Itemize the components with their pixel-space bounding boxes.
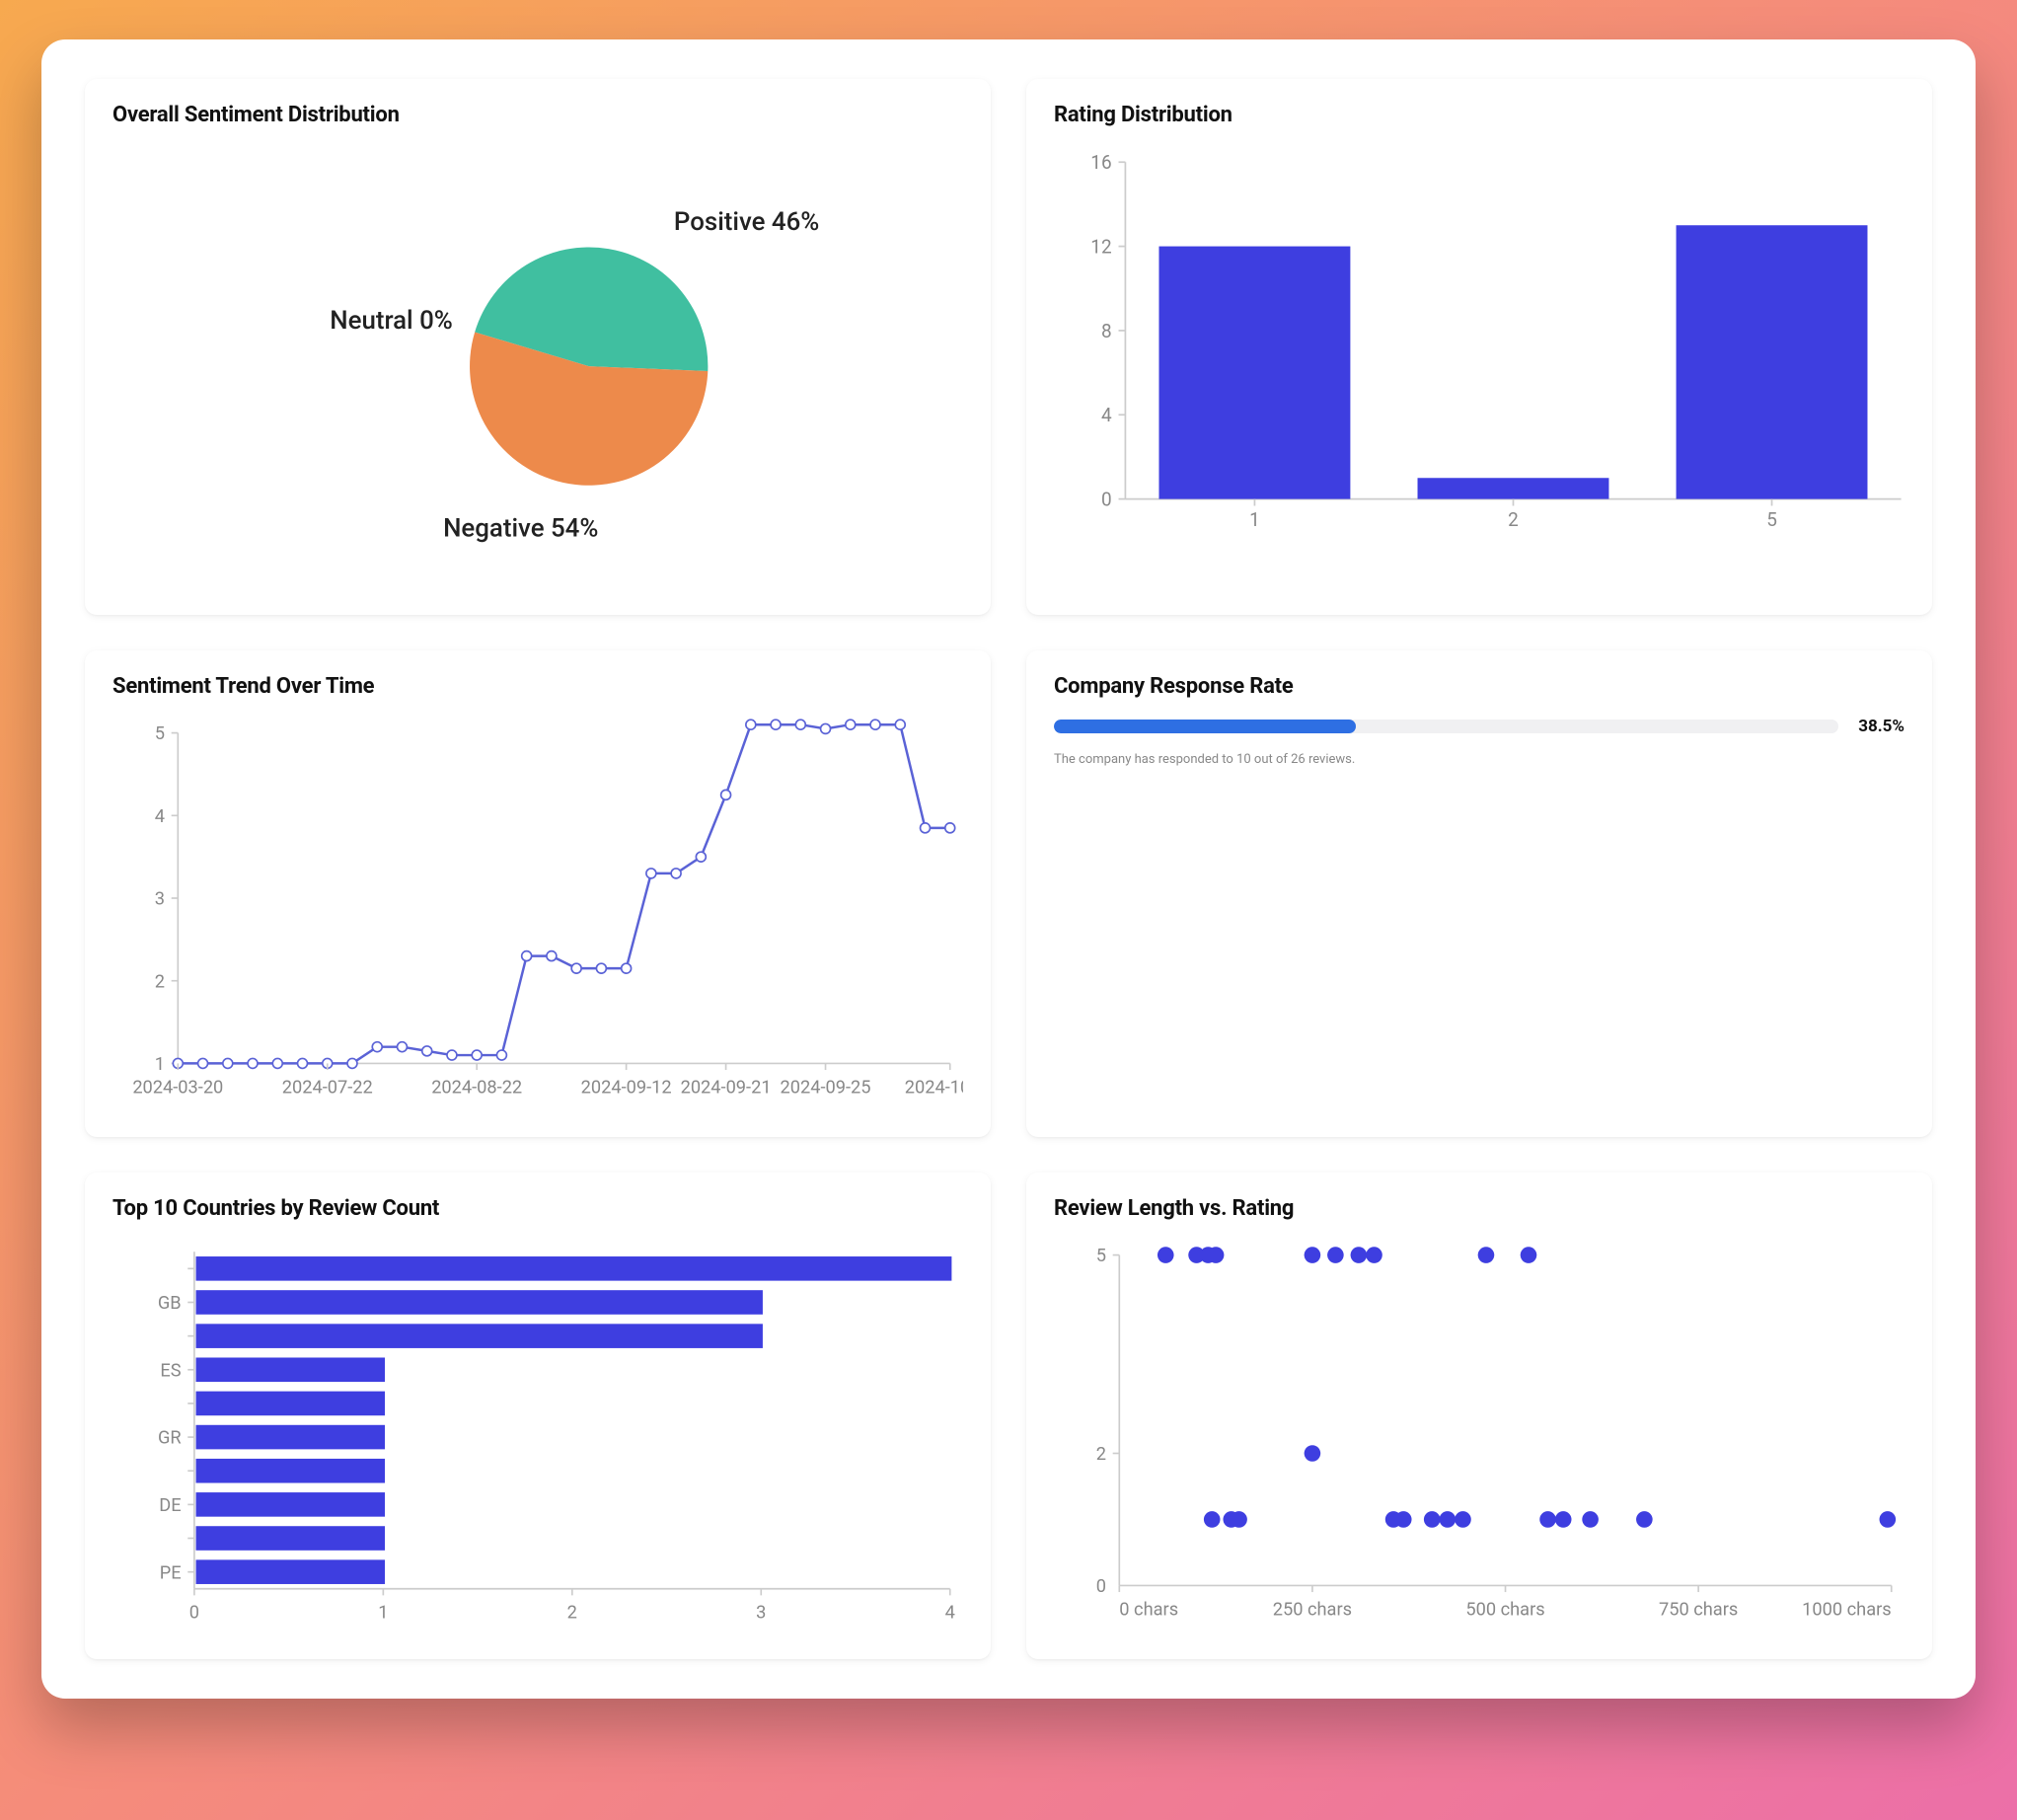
svg-text:250 chars: 250 chars xyxy=(1273,1599,1352,1620)
svg-text:750 chars: 750 chars xyxy=(1659,1599,1738,1620)
svg-text:0: 0 xyxy=(189,1603,199,1624)
dashboard-container: Overall Sentiment Distribution Positive … xyxy=(41,39,1976,1699)
svg-text:2024-07-22: 2024-07-22 xyxy=(282,1078,373,1099)
progress-row: 38.5% xyxy=(1054,717,1905,736)
card-title: Company Response Rate xyxy=(1054,674,1905,699)
svg-text:2024-10-10: 2024-10-10 xyxy=(905,1078,963,1099)
card-length-vs-rating: Review Length vs. Rating 2500 chars250 c… xyxy=(1026,1173,1932,1659)
svg-text:0: 0 xyxy=(1101,488,1112,510)
card-sentiment-distribution: Overall Sentiment Distribution Positive … xyxy=(85,79,991,615)
sentiment-line-chart: 1 2 3 4 5 2024-03-20 2024-07-22 2024-08-22 2024-… xyxy=(112,717,963,1109)
card-top-countries: Top 10 Countries by Review Count 0 1 2 3 4 GB… xyxy=(85,1173,991,1659)
progress-percent-label: 38.5% xyxy=(1858,717,1905,736)
card-title: Review Length vs. Rating xyxy=(1054,1196,1905,1221)
svg-text:8: 8 xyxy=(1101,320,1112,342)
svg-text:2024-09-12: 2024-09-12 xyxy=(581,1078,672,1099)
svg-text:3: 3 xyxy=(155,889,165,910)
svg-text:4: 4 xyxy=(155,806,165,827)
svg-text:0: 0 xyxy=(1096,1576,1106,1597)
countries-hbar-chart: 0 1 2 3 4 GB ES GR DE PE xyxy=(112,1239,963,1631)
svg-text:Positive 46%: Positive 46% xyxy=(674,207,819,237)
svg-text:GR: GR xyxy=(158,1428,182,1449)
rating-bar-chart: 0481216125 xyxy=(1054,145,1905,537)
svg-text:5: 5 xyxy=(155,723,165,744)
card-rating-distribution: Rating Distribution 0481216125 xyxy=(1026,79,1932,615)
svg-text:PE: PE xyxy=(160,1562,182,1583)
card-title: Sentiment Trend Over Time xyxy=(112,674,963,699)
card-title: Overall Sentiment Distribution xyxy=(112,103,963,127)
response-subtext: The company has responded to 10 out of 2… xyxy=(1054,752,1905,767)
svg-text:Negative 54%: Negative 54% xyxy=(443,514,598,544)
card-response-rate: Company Response Rate 38.5% The company … xyxy=(1026,650,1932,1137)
svg-text:DE: DE xyxy=(159,1495,181,1516)
svg-text:2: 2 xyxy=(1508,508,1519,531)
card-title: Top 10 Countries by Review Count xyxy=(112,1196,963,1221)
svg-text:2: 2 xyxy=(1096,1444,1106,1465)
svg-text:500 chars: 500 chars xyxy=(1465,1599,1544,1620)
sentiment-pie-chart: Positive 46% Negative 54% Neutral 0% xyxy=(112,145,963,587)
svg-text:2: 2 xyxy=(155,972,165,993)
svg-text:0 chars: 0 chars xyxy=(1119,1599,1178,1620)
svg-text:4: 4 xyxy=(1101,404,1112,426)
progress-fill xyxy=(1054,720,1356,733)
svg-text:ES: ES xyxy=(160,1360,181,1381)
svg-text:5: 5 xyxy=(1096,1246,1106,1266)
svg-text:1: 1 xyxy=(155,1054,165,1075)
svg-text:2: 2 xyxy=(567,1603,577,1624)
card-title: Rating Distribution xyxy=(1054,103,1905,127)
svg-text:12: 12 xyxy=(1090,235,1111,258)
svg-text:GB: GB xyxy=(158,1293,182,1314)
svg-text:Neutral 0%: Neutral 0% xyxy=(330,306,453,336)
svg-text:3: 3 xyxy=(756,1603,766,1624)
svg-text:16: 16 xyxy=(1090,151,1111,174)
svg-text:2024-09-21: 2024-09-21 xyxy=(681,1078,772,1099)
progress-track xyxy=(1054,720,1838,733)
svg-text:2024-03-20: 2024-03-20 xyxy=(132,1078,223,1099)
svg-text:1000 chars: 1000 chars xyxy=(1802,1599,1892,1620)
svg-text:2024-08-22: 2024-08-22 xyxy=(431,1078,522,1099)
card-sentiment-trend: Sentiment Trend Over Time 1 2 3 4 5 2024-03-2… xyxy=(85,650,991,1137)
svg-text:1: 1 xyxy=(1249,508,1260,531)
svg-text:1: 1 xyxy=(378,1603,388,1624)
dashboard-grid: Overall Sentiment Distribution Positive … xyxy=(85,79,1932,1659)
svg-text:5: 5 xyxy=(1766,508,1777,531)
length-rating-scatter: 2500 chars250 chars500 chars750 chars100… xyxy=(1054,1239,1905,1631)
svg-text:2024-09-25: 2024-09-25 xyxy=(781,1078,871,1099)
svg-text:4: 4 xyxy=(945,1603,955,1624)
